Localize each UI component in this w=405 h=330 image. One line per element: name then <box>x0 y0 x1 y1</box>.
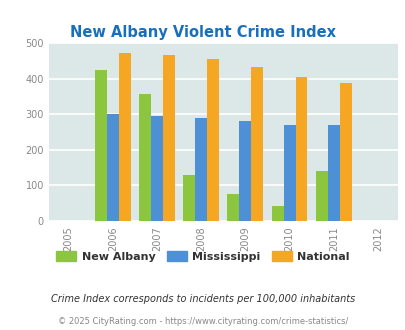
Bar <box>327 125 339 221</box>
Legend: New Albany, Mississippi, National: New Albany, Mississippi, National <box>52 247 353 267</box>
Text: Crime Index corresponds to incidents per 100,000 inhabitants: Crime Index corresponds to incidents per… <box>51 294 354 304</box>
Bar <box>119 53 130 221</box>
Bar <box>207 59 219 221</box>
Bar <box>283 125 295 221</box>
Bar <box>162 55 175 221</box>
Bar <box>239 120 251 221</box>
Bar <box>139 94 151 221</box>
Bar <box>295 77 307 221</box>
Bar <box>183 176 195 221</box>
Bar <box>339 83 351 221</box>
Bar <box>95 70 107 221</box>
Bar <box>227 194 239 221</box>
Bar <box>151 115 162 221</box>
Text: New Albany Violent Crime Index: New Albany Violent Crime Index <box>70 25 335 40</box>
Bar <box>315 171 327 221</box>
Bar <box>107 114 119 221</box>
Text: © 2025 CityRating.com - https://www.cityrating.com/crime-statistics/: © 2025 CityRating.com - https://www.city… <box>58 317 347 326</box>
Bar <box>251 67 263 221</box>
Bar <box>195 118 207 221</box>
Bar <box>271 206 283 221</box>
